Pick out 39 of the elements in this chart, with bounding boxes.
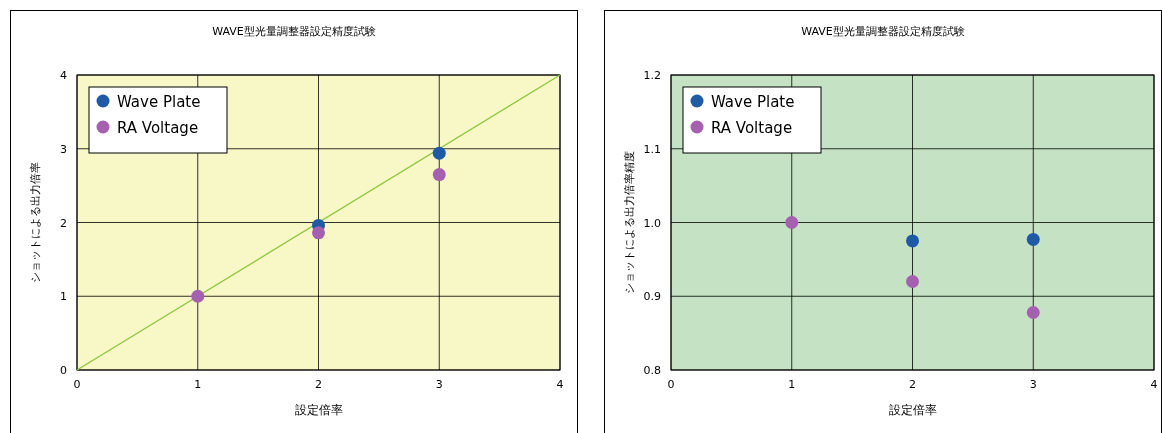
point	[432, 146, 446, 160]
point	[1026, 305, 1040, 319]
chart-title: WAVE型光量調整器設定精度試験	[801, 25, 965, 38]
point	[1026, 232, 1040, 246]
x-tick-label: 4	[1150, 378, 1158, 391]
point	[906, 234, 919, 248]
point	[191, 289, 205, 303]
y-tick-label: 1	[60, 290, 67, 304]
point	[312, 226, 325, 240]
legend-label: RA Voltage	[117, 119, 199, 137]
y-tick-label: 1.1	[643, 142, 661, 156]
y-tick-label: 2	[60, 216, 67, 230]
y-axis-title: ショットによる出力倍率精度	[623, 151, 636, 294]
x-tick-label: 2	[909, 378, 916, 391]
y-tick-label: 0.9	[643, 290, 661, 304]
point	[432, 168, 446, 182]
x-tick-label: 0	[73, 378, 81, 391]
x-axis-title: 設定倍率	[294, 403, 343, 417]
x-tick-label: 3	[435, 378, 443, 391]
x-tick-label: 1	[788, 378, 796, 391]
x-tick-label: 0	[667, 378, 675, 391]
y-axis-title: ショットによる出力倍率	[29, 162, 42, 283]
y-tick-label: 1.0	[643, 216, 661, 230]
x-tick-label: 4	[556, 378, 564, 391]
chart-title: WAVE型光量調整器設定精度試験	[212, 25, 376, 38]
legend-label: Wave Plate	[117, 93, 201, 111]
legend-label: RA Voltage	[711, 119, 793, 137]
y-tick-label: 3	[60, 142, 67, 156]
point	[906, 275, 919, 288]
point	[785, 216, 799, 229]
y-tick-label: 0.8	[643, 364, 661, 377]
x-tick-label: 2	[315, 378, 322, 391]
x-axis-title: 設定倍率	[888, 403, 937, 417]
x-tick-label: 1	[194, 378, 202, 391]
x-tick-label: 3	[1029, 378, 1037, 391]
y-tick-label: 0	[60, 364, 67, 377]
y-tick-label: 1.2	[643, 69, 661, 82]
y-tick-label: 4	[60, 69, 67, 82]
legend-label: Wave Plate	[711, 93, 795, 111]
